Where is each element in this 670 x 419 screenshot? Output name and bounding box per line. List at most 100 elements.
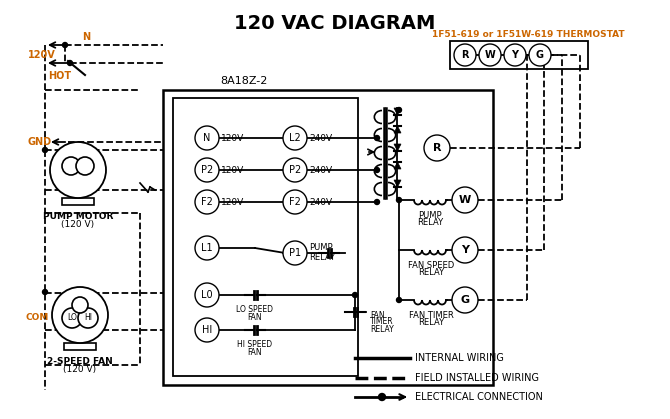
- Text: FAN TIMER: FAN TIMER: [409, 311, 454, 320]
- Bar: [163, 90, 493, 385]
- Text: N: N: [82, 32, 90, 42]
- Text: PUMP: PUMP: [309, 243, 332, 251]
- Text: L1: L1: [201, 243, 213, 253]
- Bar: [450, 41, 588, 69]
- Circle shape: [529, 44, 551, 66]
- Circle shape: [352, 292, 358, 297]
- Text: P1: P1: [289, 248, 301, 258]
- Circle shape: [62, 42, 68, 47]
- Text: G: G: [460, 295, 470, 305]
- Circle shape: [452, 187, 478, 213]
- Bar: [173, 98, 358, 376]
- Bar: [62, 198, 94, 205]
- Text: TIMER: TIMER: [370, 318, 394, 326]
- Circle shape: [375, 135, 379, 140]
- Text: 2-SPEED FAN: 2-SPEED FAN: [47, 357, 113, 366]
- Circle shape: [397, 197, 401, 202]
- Text: P2: P2: [201, 165, 213, 175]
- Text: 240V: 240V: [309, 197, 332, 207]
- Text: HI: HI: [202, 325, 212, 335]
- Circle shape: [78, 308, 98, 328]
- Circle shape: [452, 237, 478, 263]
- Circle shape: [454, 44, 476, 66]
- Text: (120 V): (120 V): [64, 365, 96, 374]
- Circle shape: [62, 157, 80, 175]
- Text: COM: COM: [25, 313, 49, 323]
- Text: FAN SPEED: FAN SPEED: [408, 261, 454, 270]
- Circle shape: [375, 199, 379, 204]
- Circle shape: [62, 308, 82, 328]
- Polygon shape: [394, 180, 401, 187]
- Text: 120V: 120V: [221, 134, 245, 142]
- Text: ELECTRICAL CONNECTION: ELECTRICAL CONNECTION: [415, 392, 543, 402]
- Text: R: R: [461, 50, 469, 60]
- Circle shape: [283, 241, 307, 265]
- Text: GND: GND: [28, 137, 52, 147]
- Text: 1F51-619 or 1F51W-619 THERMOSTAT: 1F51-619 or 1F51W-619 THERMOSTAT: [432, 29, 624, 39]
- Circle shape: [195, 126, 219, 150]
- Circle shape: [195, 190, 219, 214]
- Text: N: N: [203, 133, 210, 143]
- Text: 120V: 120V: [221, 166, 245, 174]
- Text: RELAY: RELAY: [417, 218, 443, 227]
- Circle shape: [42, 147, 48, 153]
- Text: HI: HI: [84, 313, 92, 323]
- Text: R: R: [433, 143, 442, 153]
- Circle shape: [504, 44, 526, 66]
- Circle shape: [379, 393, 385, 401]
- Text: 240V: 240V: [309, 134, 332, 142]
- Circle shape: [283, 158, 307, 182]
- Text: RELAY: RELAY: [370, 324, 394, 334]
- Text: HOT: HOT: [48, 71, 71, 81]
- Polygon shape: [394, 108, 401, 115]
- Text: W: W: [459, 195, 471, 205]
- Bar: [64, 343, 96, 350]
- Circle shape: [283, 126, 307, 150]
- Circle shape: [195, 318, 219, 342]
- Circle shape: [72, 297, 88, 313]
- Text: RELAY: RELAY: [418, 318, 444, 327]
- Text: (120 V): (120 V): [62, 220, 94, 229]
- Text: LO SPEED: LO SPEED: [237, 305, 273, 314]
- Text: 120 VAC DIAGRAM: 120 VAC DIAGRAM: [234, 14, 436, 33]
- Circle shape: [50, 142, 106, 198]
- Text: LO: LO: [67, 313, 77, 323]
- Text: FAN: FAN: [248, 313, 263, 322]
- Text: PUMP MOTOR: PUMP MOTOR: [43, 212, 113, 221]
- Circle shape: [283, 190, 307, 214]
- Text: F2: F2: [201, 197, 213, 207]
- Circle shape: [195, 236, 219, 260]
- Text: HI SPEED: HI SPEED: [237, 340, 273, 349]
- Text: PUMP: PUMP: [418, 211, 442, 220]
- Circle shape: [479, 44, 501, 66]
- Circle shape: [375, 168, 379, 173]
- Polygon shape: [394, 144, 401, 151]
- Circle shape: [52, 287, 108, 343]
- Text: INTERNAL WIRING: INTERNAL WIRING: [415, 353, 504, 363]
- Circle shape: [42, 290, 48, 295]
- Text: FIELD INSTALLED WIRING: FIELD INSTALLED WIRING: [415, 373, 539, 383]
- Text: FAN: FAN: [248, 348, 263, 357]
- Circle shape: [76, 157, 94, 175]
- Text: W: W: [484, 50, 495, 60]
- Text: P2: P2: [289, 165, 301, 175]
- Text: G: G: [536, 50, 544, 60]
- Text: L2: L2: [289, 133, 301, 143]
- Text: L0: L0: [201, 290, 213, 300]
- Text: Y: Y: [461, 245, 469, 255]
- Circle shape: [452, 287, 478, 313]
- Text: 120V: 120V: [221, 197, 245, 207]
- Circle shape: [195, 158, 219, 182]
- Text: F2: F2: [289, 197, 301, 207]
- Text: RELAY: RELAY: [309, 253, 335, 262]
- Text: RELAY: RELAY: [418, 268, 444, 277]
- Text: FAN: FAN: [370, 310, 385, 320]
- Circle shape: [397, 297, 401, 303]
- Circle shape: [397, 108, 401, 112]
- Text: 120V: 120V: [28, 50, 56, 60]
- Polygon shape: [394, 162, 401, 169]
- Text: 8A18Z-2: 8A18Z-2: [220, 76, 267, 86]
- Circle shape: [424, 135, 450, 161]
- Polygon shape: [394, 126, 401, 133]
- Circle shape: [195, 283, 219, 307]
